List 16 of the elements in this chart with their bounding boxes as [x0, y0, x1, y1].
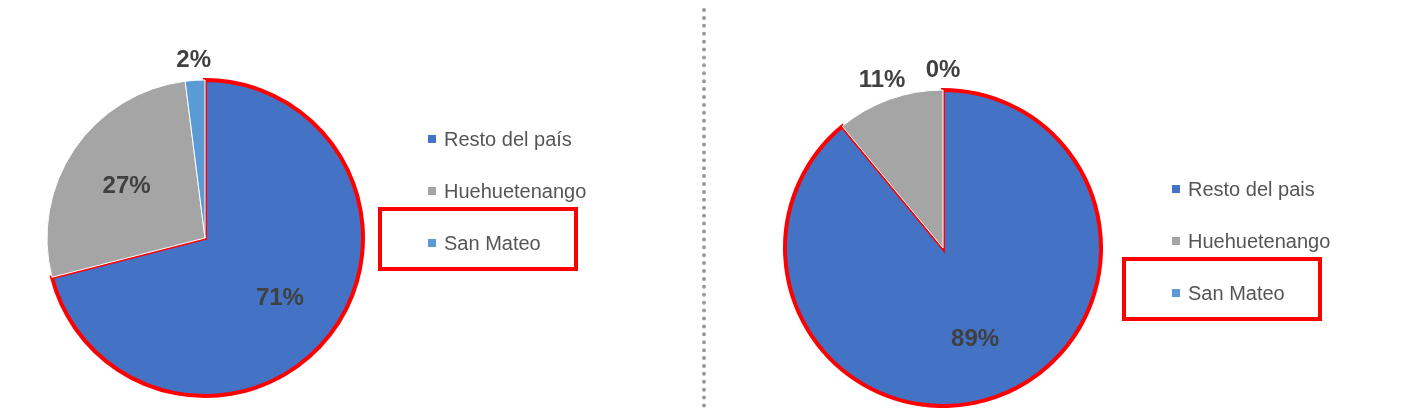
legend-label: Huehuetenango: [444, 179, 587, 203]
legend-label: Resto del pais: [1188, 177, 1315, 201]
pie-slice: [46, 80, 206, 278]
data-label: 11%: [858, 65, 906, 93]
data-label: 89%: [951, 323, 1000, 351]
pie-slice: [49, 78, 365, 398]
legend-label: Huehuetenango: [1188, 229, 1331, 253]
text: 0%: [925, 54, 961, 82]
pie-slice: [841, 89, 944, 249]
data-label: 27%: [102, 171, 151, 199]
legend-label: Resto del país: [444, 127, 572, 151]
legend-label: San Mateo: [1188, 281, 1285, 305]
pie-slice: [783, 88, 1103, 408]
data-label: 71%: [255, 282, 304, 310]
legend-label: San Mateo: [444, 231, 541, 255]
data-label: 2%: [176, 44, 212, 72]
